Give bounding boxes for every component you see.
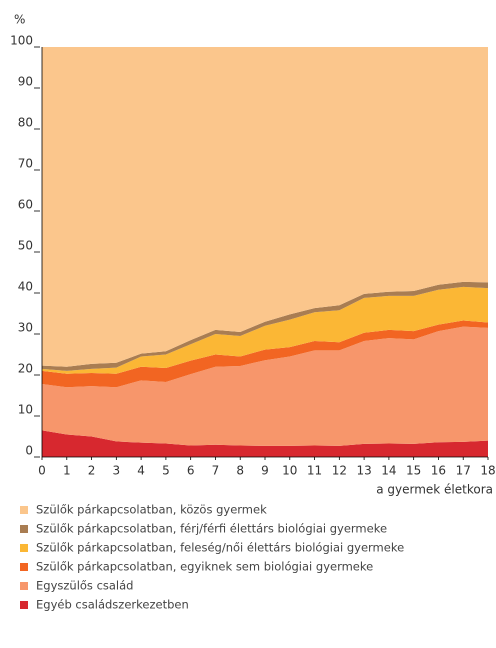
- x-tick-label: 9: [261, 464, 269, 478]
- x-tick-label: 15: [406, 464, 421, 478]
- x-tick-label: 6: [187, 464, 195, 478]
- y-tick-label: 10: [18, 403, 33, 417]
- x-tick-label: 4: [137, 464, 145, 478]
- y-tick-label: 100: [10, 34, 33, 48]
- x-tick-label: 14: [381, 464, 396, 478]
- x-tick-label: 1: [63, 464, 71, 478]
- y-tick-label: 20: [18, 362, 33, 376]
- y-tick-label: 80: [18, 116, 33, 130]
- area: [42, 430, 488, 457]
- area: [42, 286, 488, 374]
- area: [42, 326, 488, 446]
- y-tick-label: 30: [18, 321, 33, 335]
- x-tick-label: 8: [236, 464, 244, 478]
- y-tick-label: 70: [18, 157, 33, 171]
- legend-swatch: [20, 506, 28, 514]
- legend-label: Szülők párkapcsolatban, közös gyermek: [36, 503, 267, 517]
- x-tick-label: 11: [307, 464, 322, 478]
- legend-label: Egyszülős család: [36, 579, 133, 593]
- x-tick-label: 16: [431, 464, 446, 478]
- x-tick-label: 5: [162, 464, 170, 478]
- y-tick-label: 40: [18, 280, 33, 294]
- legend-swatch: [20, 544, 28, 552]
- y-axis-label: %: [14, 13, 25, 27]
- x-axis-label: a gyermek életkora: [376, 483, 493, 497]
- x-tick-label: 17: [456, 464, 471, 478]
- y-tick-label: 50: [18, 239, 33, 253]
- x-tick-label: 18: [480, 464, 495, 478]
- x-tick-label: 10: [282, 464, 297, 478]
- area: [42, 47, 488, 367]
- legend-swatch: [20, 563, 28, 571]
- x-tick-label: 7: [212, 464, 220, 478]
- legend-swatch: [20, 525, 28, 533]
- legend-swatch: [20, 601, 28, 609]
- x-tick-label: 3: [113, 464, 121, 478]
- legend-label: Egyéb családszerkezetben: [36, 598, 189, 612]
- y-tick-label: 60: [18, 198, 33, 212]
- x-tick-label: 0: [38, 464, 46, 478]
- area: [42, 320, 488, 388]
- x-tick-label: 12: [332, 464, 347, 478]
- x-tick-label: 2: [88, 464, 96, 478]
- y-tick-label: 0: [25, 444, 33, 458]
- y-tick-label: 90: [18, 75, 33, 89]
- legend-label: Szülők párkapcsolatban, feleség/női élet…: [36, 541, 404, 555]
- x-tick-label: 13: [356, 464, 371, 478]
- legend-label: Szülők párkapcsolatban, egyiknek sem bio…: [36, 560, 373, 574]
- legend-swatch: [20, 582, 28, 590]
- legend-label: Szülők párkapcsolatban, férj/férfi élett…: [36, 522, 387, 536]
